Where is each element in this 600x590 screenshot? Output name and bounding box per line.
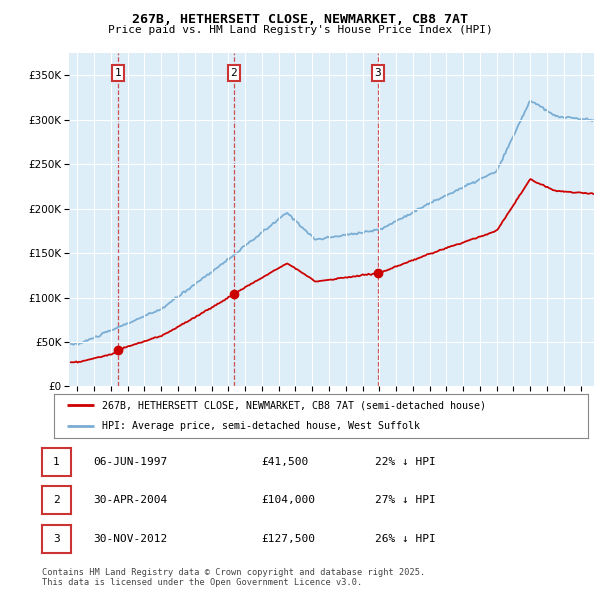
Text: 27% ↓ HPI: 27% ↓ HPI	[375, 496, 436, 505]
Text: £104,000: £104,000	[261, 496, 315, 505]
Text: Price paid vs. HM Land Registry's House Price Index (HPI): Price paid vs. HM Land Registry's House …	[107, 25, 493, 35]
Text: £41,500: £41,500	[261, 457, 308, 467]
Text: 2: 2	[230, 68, 237, 78]
Text: 06-JUN-1997: 06-JUN-1997	[93, 457, 167, 467]
Text: £127,500: £127,500	[261, 534, 315, 543]
Text: 3: 3	[374, 68, 382, 78]
Text: 26% ↓ HPI: 26% ↓ HPI	[375, 534, 436, 543]
Text: 2: 2	[53, 496, 60, 505]
Text: Contains HM Land Registry data © Crown copyright and database right 2025.
This d: Contains HM Land Registry data © Crown c…	[42, 568, 425, 587]
Text: 30-NOV-2012: 30-NOV-2012	[93, 534, 167, 543]
Text: HPI: Average price, semi-detached house, West Suffolk: HPI: Average price, semi-detached house,…	[102, 421, 420, 431]
Text: 22% ↓ HPI: 22% ↓ HPI	[375, 457, 436, 467]
Text: 267B, HETHERSETT CLOSE, NEWMARKET, CB8 7AT: 267B, HETHERSETT CLOSE, NEWMARKET, CB8 7…	[132, 13, 468, 26]
Text: 30-APR-2004: 30-APR-2004	[93, 496, 167, 505]
Text: 1: 1	[53, 457, 60, 467]
Text: 1: 1	[115, 68, 122, 78]
Text: 267B, HETHERSETT CLOSE, NEWMARKET, CB8 7AT (semi-detached house): 267B, HETHERSETT CLOSE, NEWMARKET, CB8 7…	[102, 401, 486, 411]
Text: 3: 3	[53, 534, 60, 543]
